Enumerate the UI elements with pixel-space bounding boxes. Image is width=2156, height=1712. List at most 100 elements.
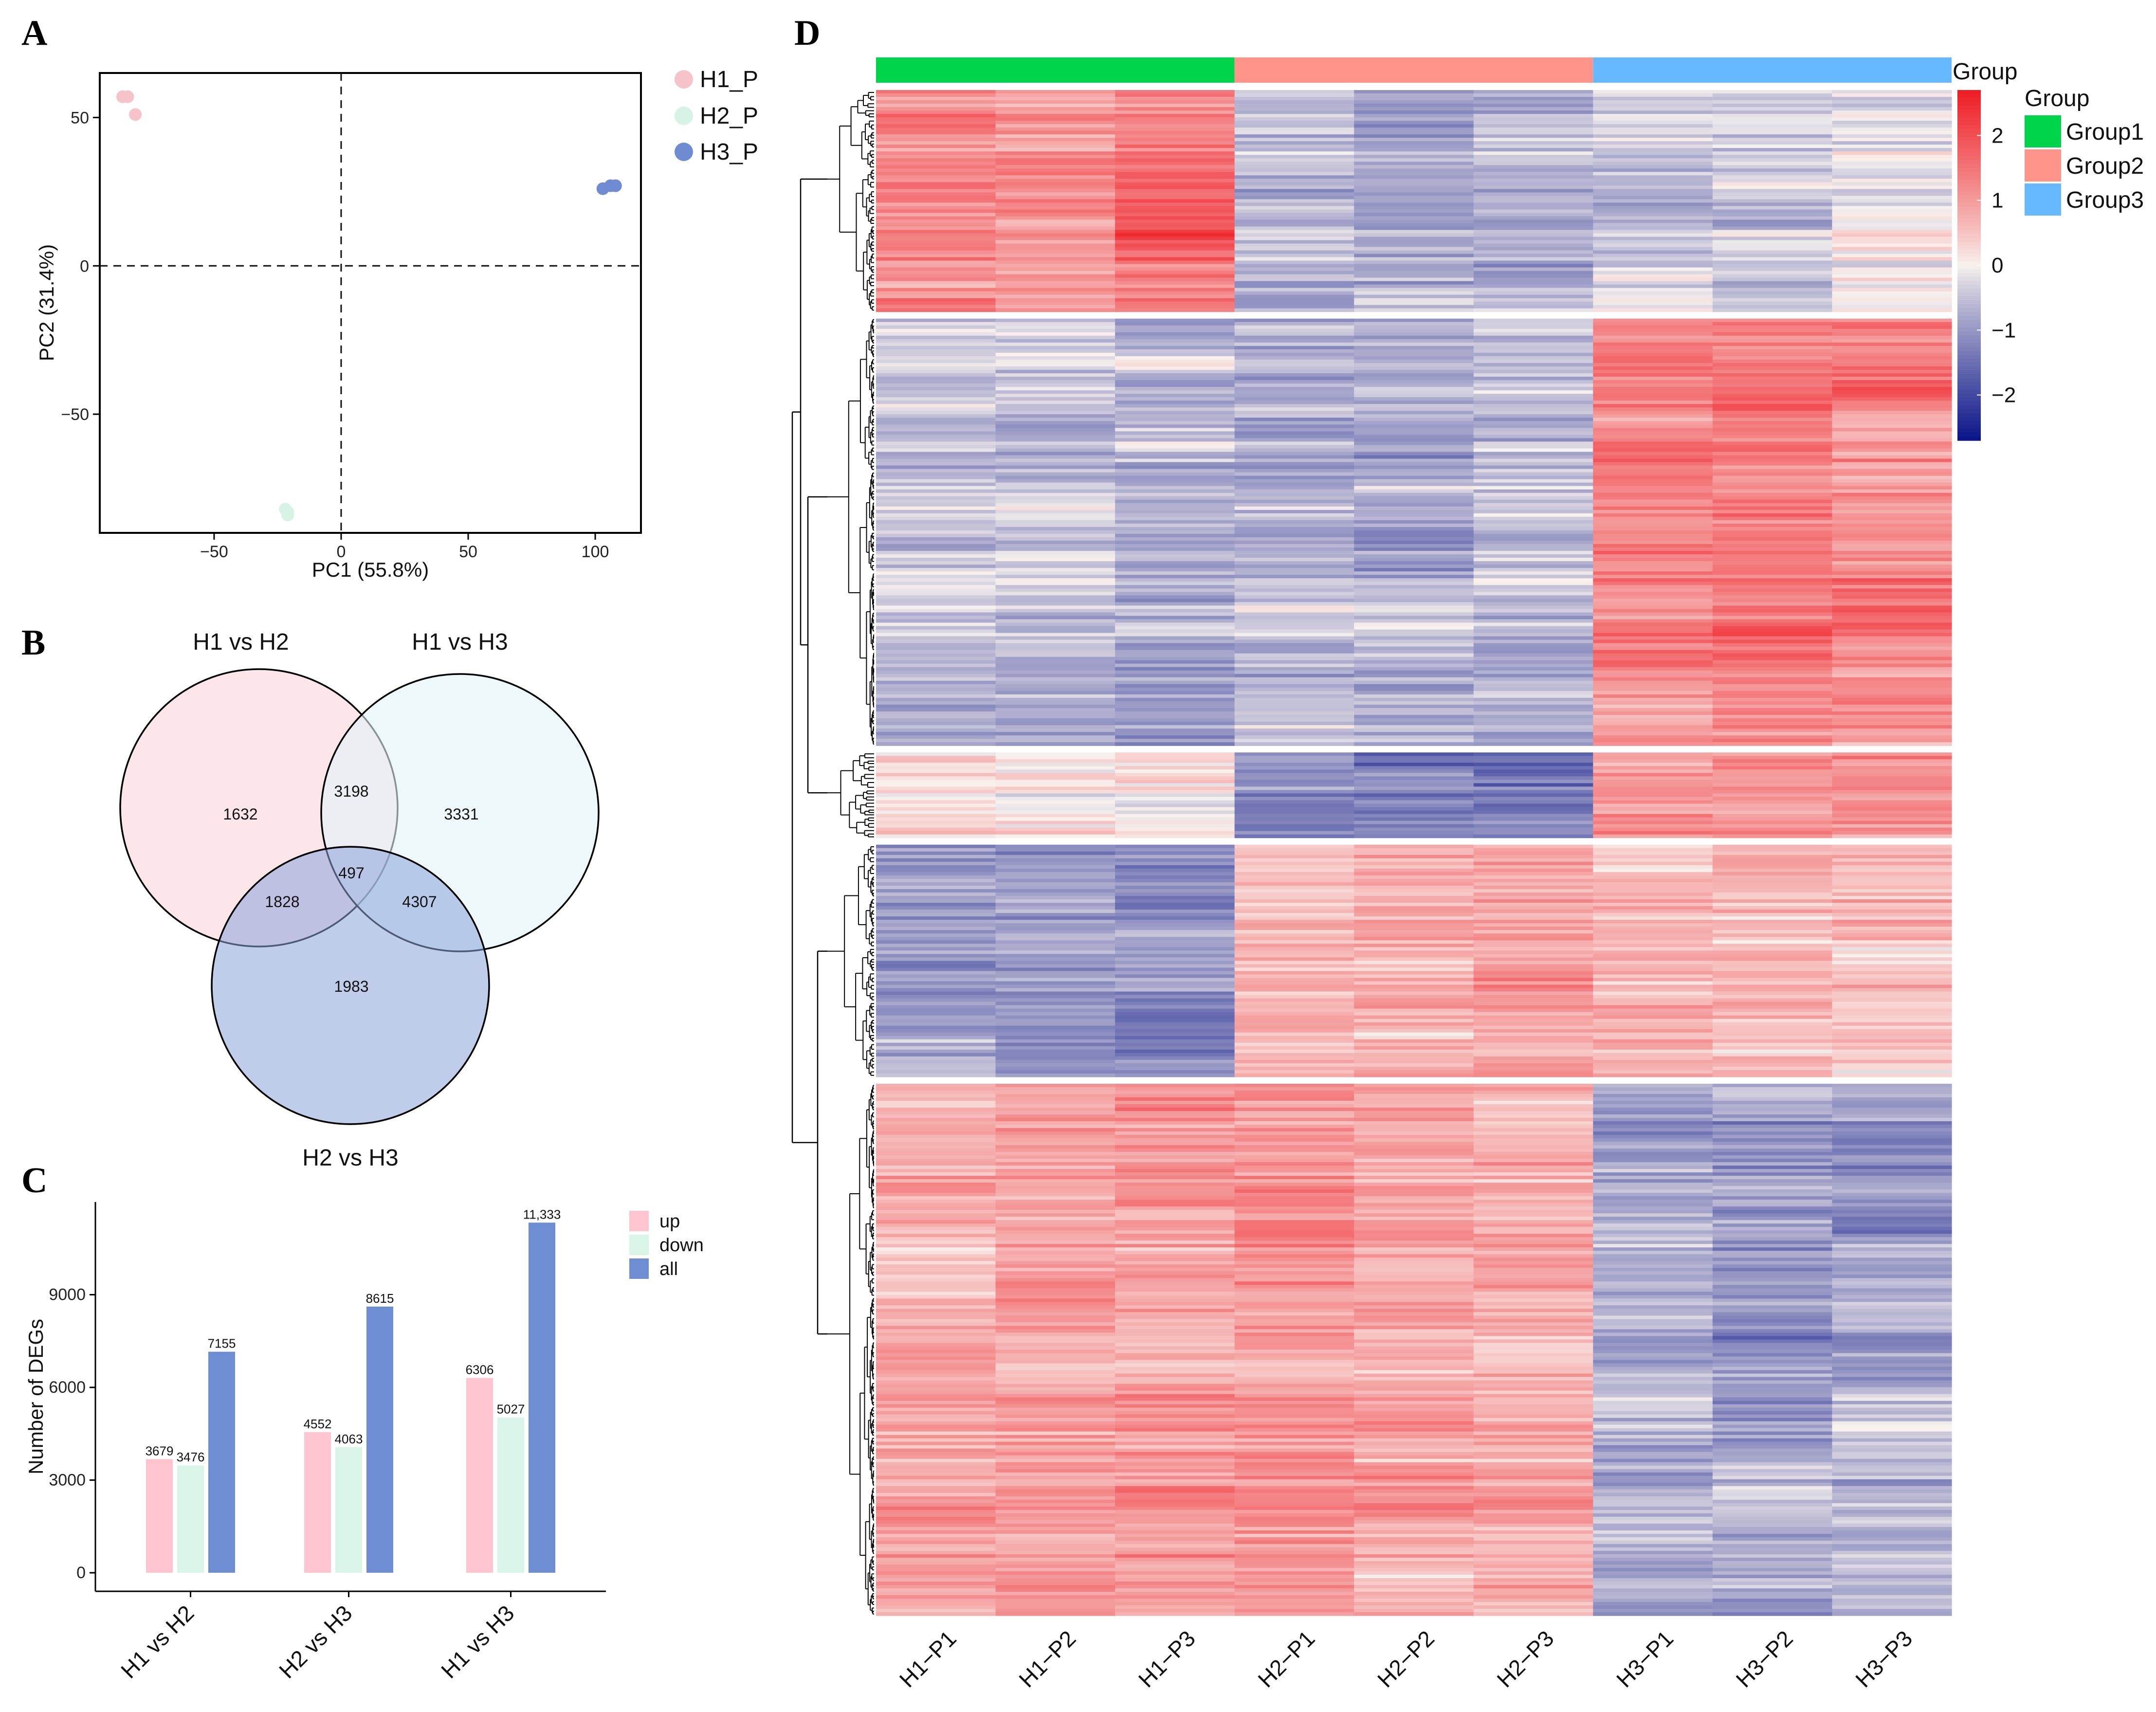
heatmap-cell xyxy=(1593,1438,1713,1442)
heatmap-cell xyxy=(995,1111,1115,1115)
heatmap-cell xyxy=(876,213,996,217)
heatmap-cell xyxy=(995,1183,1115,1186)
heatmap-cell xyxy=(1473,868,1593,873)
pca-ytick-label: 50 xyxy=(71,109,89,127)
heatmap-cell xyxy=(1234,107,1354,111)
heatmap-cell xyxy=(1473,1152,1593,1156)
heatmap-cell xyxy=(1712,1455,1833,1459)
heatmap-cell xyxy=(1115,1220,1235,1224)
heatmap-cell xyxy=(876,445,996,449)
heatmap-cell xyxy=(876,1138,996,1142)
heatmap-cell xyxy=(1473,254,1593,258)
heatmap-cell xyxy=(1712,291,1833,295)
heatmap-cell xyxy=(1354,1012,1474,1016)
heatmap-cell xyxy=(1712,284,1833,289)
heatmap-cell xyxy=(876,1100,996,1105)
heatmap-cell xyxy=(1593,240,1713,244)
heatmap-cell xyxy=(995,1264,1115,1268)
heatmap-cell xyxy=(1473,1145,1593,1149)
heatmap-cell xyxy=(1234,544,1354,548)
heatmap-cell xyxy=(1832,1145,1952,1149)
heatmap-cell xyxy=(876,1213,996,1217)
heatmap-cell xyxy=(1593,1458,1713,1463)
heatmap-cell xyxy=(1354,356,1474,360)
heatmap-cell xyxy=(1354,435,1474,438)
heatmap-cell xyxy=(1115,602,1235,606)
heatmap-cell xyxy=(1712,240,1833,244)
heatmap-cell xyxy=(1593,277,1713,282)
heatmap-cell xyxy=(1832,1309,1952,1313)
heatmap-cell xyxy=(1832,998,1952,1002)
heatmap-cell xyxy=(1712,1343,1833,1347)
heatmap-cell xyxy=(1593,1148,1713,1152)
heatmap-cell xyxy=(1115,742,1235,746)
heatmap-cell xyxy=(1115,1251,1235,1255)
heatmap-cell xyxy=(995,1295,1115,1299)
heatmap-cell xyxy=(995,1414,1115,1419)
heatmap-cell xyxy=(1473,1019,1593,1023)
heatmap-cell xyxy=(1473,910,1593,913)
heatmap-cell xyxy=(1712,216,1833,220)
heatmap-cell xyxy=(1712,1387,1833,1391)
heatmap-cell xyxy=(1712,602,1833,606)
heatmap-cell xyxy=(876,418,996,421)
heatmap-cell xyxy=(1234,1401,1354,1405)
heatmap-cell xyxy=(1832,612,1952,617)
heatmap-cell xyxy=(1593,428,1713,432)
heatmap-cell xyxy=(995,165,1115,169)
heatmap-cell xyxy=(1115,1234,1235,1238)
heatmap-cell xyxy=(995,107,1115,111)
heatmap-cell xyxy=(1593,585,1713,589)
heatmap-cell xyxy=(995,1210,1115,1214)
heatmap-cell xyxy=(1593,1329,1713,1333)
heatmap-cell xyxy=(1593,820,1713,825)
heatmap-cell xyxy=(1593,1015,1713,1020)
heatmap-cell xyxy=(1234,1046,1354,1050)
heatmap-cell xyxy=(876,537,996,541)
heatmap-cell xyxy=(1354,565,1474,568)
heatmap-cell xyxy=(1234,506,1354,510)
heatmap-cell xyxy=(1115,1435,1235,1439)
heatmap-cell xyxy=(1473,827,1593,832)
heatmap-cell xyxy=(876,1445,996,1449)
heatmap-cell xyxy=(1115,274,1235,278)
heatmap-cell xyxy=(1473,199,1593,203)
heatmap-cell xyxy=(1712,213,1833,217)
heatmap-cell xyxy=(1354,250,1474,255)
heatmap-cell xyxy=(1115,899,1235,903)
heatmap-cell xyxy=(876,930,996,934)
heatmap-cell xyxy=(1712,182,1833,186)
heatmap-cell xyxy=(1712,691,1833,695)
heatmap-cell xyxy=(876,1332,996,1337)
heatmap-cell xyxy=(995,1005,1115,1009)
heatmap-cell xyxy=(1354,773,1474,777)
heatmap-cell xyxy=(1832,452,1952,456)
heatmap-cell xyxy=(876,790,996,794)
heatmap-cell xyxy=(1115,455,1235,459)
heatmap-cell xyxy=(876,428,996,432)
heatmap-cell xyxy=(1234,1104,1354,1108)
heatmap-cell xyxy=(1354,308,1474,312)
heatmap-cell xyxy=(1354,1046,1474,1050)
heatmap-cell xyxy=(1354,892,1474,896)
heatmap-cell xyxy=(1354,322,1474,326)
heatmap-cell xyxy=(876,1131,996,1135)
heatmap-cell xyxy=(1593,964,1713,968)
heatmap-cell xyxy=(1712,1292,1833,1295)
heatmap-cell xyxy=(1115,1390,1235,1395)
heatmap-cell xyxy=(1354,1394,1474,1398)
heatmap-cell xyxy=(876,110,996,114)
heatmap-cell xyxy=(1593,1193,1713,1197)
heatmap-cell xyxy=(876,711,996,715)
heatmap-cell xyxy=(995,1275,1115,1278)
heatmap-cell xyxy=(995,865,1115,869)
heatmap-cell xyxy=(1712,237,1833,241)
heatmap-cell xyxy=(1473,1271,1593,1275)
heatmap-cell xyxy=(1593,940,1713,944)
heatmap-cell xyxy=(1473,889,1593,893)
heatmap-cell xyxy=(995,1292,1115,1295)
heatmap-cell xyxy=(1593,506,1713,510)
heatmap-cell xyxy=(876,913,996,917)
